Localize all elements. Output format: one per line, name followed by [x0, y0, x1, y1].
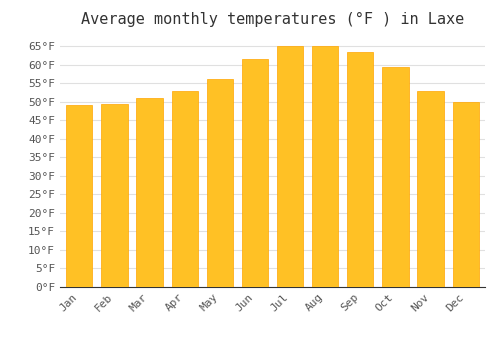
Bar: [206, 79, 233, 287]
Bar: [452, 102, 479, 287]
Bar: [102, 104, 128, 287]
Bar: [277, 46, 303, 287]
Bar: [66, 105, 92, 287]
Bar: [347, 52, 374, 287]
Bar: [242, 59, 268, 287]
Bar: [172, 91, 198, 287]
Title: Average monthly temperatures (°F ) in Laxe: Average monthly temperatures (°F ) in La…: [81, 12, 464, 27]
Bar: [312, 46, 338, 287]
Bar: [382, 66, 408, 287]
Bar: [418, 91, 444, 287]
Bar: [136, 98, 162, 287]
